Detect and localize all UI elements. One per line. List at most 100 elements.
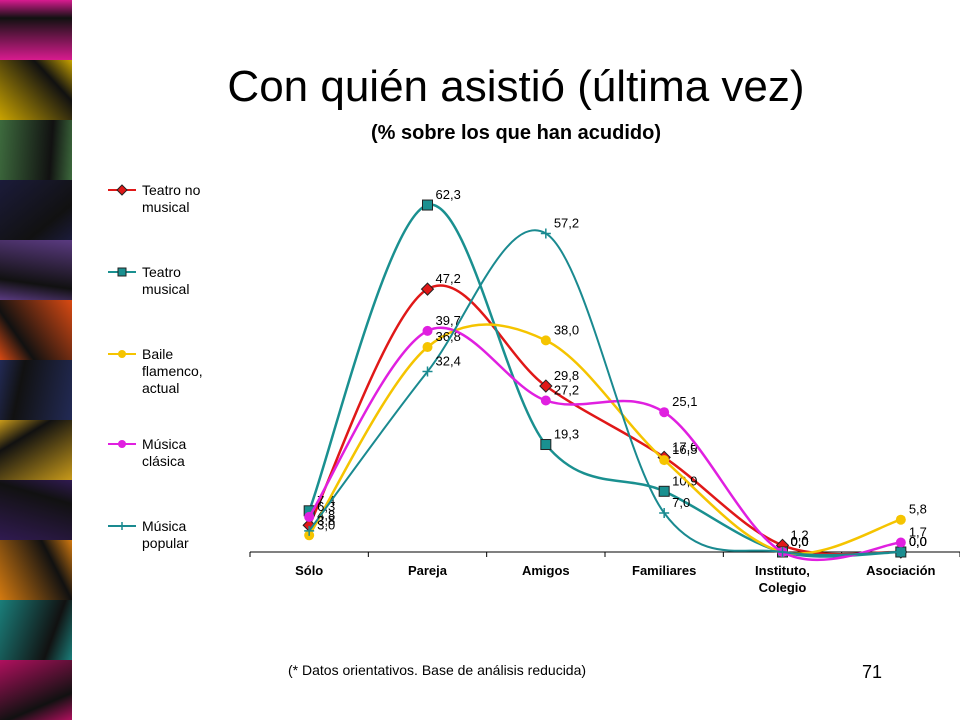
legend-marker <box>117 267 127 277</box>
decorative-photo <box>0 480 72 540</box>
data-point <box>540 439 552 451</box>
legend-label: Teatro musical <box>142 264 189 297</box>
page-number: 71 <box>862 662 883 682</box>
data-point <box>659 508 670 519</box>
data-point <box>422 342 433 353</box>
data-point <box>304 511 315 522</box>
footnote: (* Datos orientativos. Base de análisis … <box>288 662 587 678</box>
decorative-photo <box>0 180 72 240</box>
decorative-photo <box>0 0 72 60</box>
data-label: 0,0 <box>791 534 809 549</box>
decorative-photo <box>0 300 72 360</box>
legend-entry: Música clásica <box>108 436 187 469</box>
data-label: 0,0 <box>791 534 809 549</box>
data-label: 0,0 <box>909 534 927 549</box>
legend-label: Teatro no musical <box>142 182 201 215</box>
data-label: 47,2 <box>436 271 461 286</box>
category-label-line: Sólo <box>295 563 323 578</box>
decorative-photo <box>0 660 72 720</box>
legend-marker <box>118 440 126 448</box>
series-1: 7,462,319,310,90,0 0,0 <box>303 187 927 558</box>
data-label: 3,8 <box>317 513 335 528</box>
photo-strip <box>0 0 72 720</box>
legend-marker <box>116 184 128 196</box>
legend-label: Música popular <box>142 518 189 551</box>
decorative-photo <box>0 420 72 480</box>
data-label: 25,1 <box>672 394 697 409</box>
category-label-line: Instituto, <box>755 563 810 578</box>
legend-label-line: actual <box>142 380 179 396</box>
data-point <box>422 199 433 211</box>
series-3: 6,339,727,225,10,01,7 <box>304 313 927 562</box>
data-label: 7,0 <box>672 495 690 510</box>
series-0: 4,847,229,817,01,2 0,0 <box>302 271 927 559</box>
data-label: 1,2 <box>791 527 809 542</box>
data-point <box>658 485 670 497</box>
data-point <box>420 282 435 296</box>
decorative-photo <box>0 120 72 180</box>
legend-label: Música clásica <box>142 436 187 469</box>
category-label: Instituto, Colegio <box>755 563 810 595</box>
category-label-line: Familiares <box>632 563 696 578</box>
data-point <box>659 455 670 466</box>
legend-label-line: Teatro <box>142 264 181 280</box>
data-point <box>777 547 788 557</box>
legend-label-line: musical <box>142 199 189 215</box>
legend-entry: Baile flamenco, actual <box>108 346 203 396</box>
category-label: Familiares <box>632 563 696 578</box>
decorative-photo <box>0 240 72 300</box>
decorative-photo <box>0 600 72 660</box>
category-label-line: Amigos <box>522 563 570 578</box>
legend-label-line: Música <box>142 518 187 534</box>
category-label: Amigos <box>522 563 570 578</box>
series-line <box>308 284 901 556</box>
data-label: 0,0 <box>909 534 927 549</box>
category-label-line: Colegio <box>759 580 807 595</box>
category-label: Asociación <box>866 563 935 578</box>
data-point <box>304 525 315 536</box>
data-point <box>895 514 906 525</box>
legend-label: Baile flamenco, actual <box>142 346 203 396</box>
data-label: 16,5 <box>672 442 697 457</box>
data-label: 62,3 <box>436 187 461 202</box>
plot-area: Sólo Pareja Amigos Familiares Instituto, Cole… <box>249 187 960 595</box>
data-label: 39,7 <box>436 313 461 328</box>
decorative-photo <box>0 360 72 420</box>
data-label: 1,7 <box>909 525 927 540</box>
data-label: 17,0 <box>672 439 697 454</box>
legend-entry: Música popular <box>108 518 189 551</box>
data-label: 27,2 <box>554 383 579 398</box>
data-point <box>895 537 906 548</box>
category-label: Pareja <box>408 563 448 578</box>
data-label: 36,8 <box>436 329 461 344</box>
legend-entry: Teatro no musical <box>108 182 201 215</box>
data-point <box>540 395 551 406</box>
data-label: 0,0 <box>909 534 927 549</box>
legend-label-line: popular <box>142 535 189 551</box>
data-label: 29,8 <box>554 368 579 383</box>
data-point <box>422 325 433 336</box>
data-label: 38,0 <box>554 322 579 337</box>
category-label-line: Pareja <box>408 563 448 578</box>
legend-label-line: clásica <box>142 453 185 469</box>
data-point <box>659 407 670 418</box>
series-4: 3,8 32,4 57,2 7,0 0,0 0,0 <box>304 215 927 557</box>
legend-label-line: Música <box>142 436 187 452</box>
data-point <box>539 379 553 393</box>
category-label: Sólo <box>295 563 323 578</box>
data-point <box>540 335 551 346</box>
slide-subtitle: (% sobre los que han acudido) <box>370 122 662 144</box>
series-2: 3,0 36,8 38,0 16,5 0,0 5,8 <box>304 322 927 557</box>
data-label: 19,3 <box>554 427 579 442</box>
legend-label-line: Baile <box>142 346 173 362</box>
decorative-photo <box>0 540 72 600</box>
data-label: 0,0 <box>791 534 809 549</box>
data-point <box>895 547 906 557</box>
data-label: 32,4 <box>436 354 461 369</box>
legend-label-line: musical <box>142 281 189 297</box>
legend-label-line: Teatro no <box>142 182 201 198</box>
legend-marker <box>118 350 126 358</box>
data-point <box>422 366 433 377</box>
legend-marker <box>118 522 126 530</box>
